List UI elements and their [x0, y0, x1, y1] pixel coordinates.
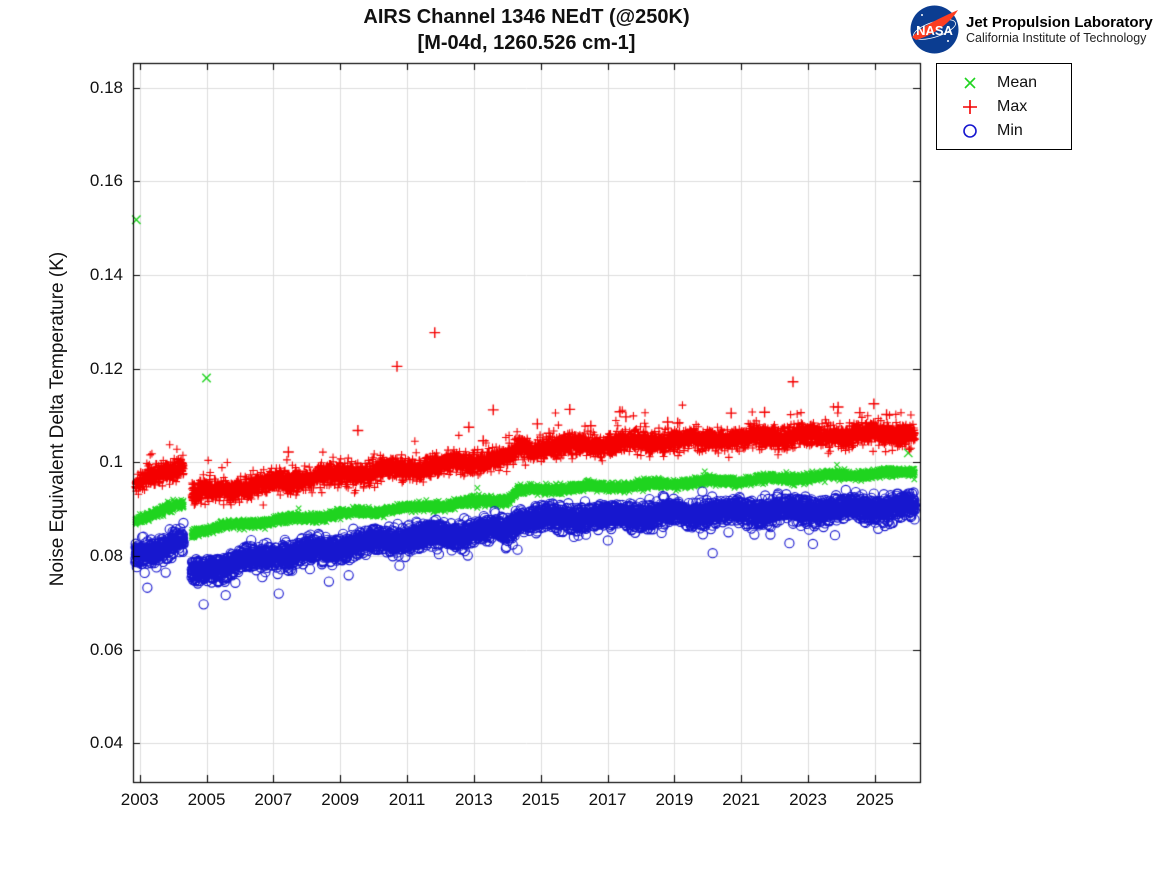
min-marker-icon [960, 121, 980, 141]
mean-marker-icon [960, 73, 980, 93]
chart-title: AIRS Channel 1346 NEdT (@250K) [363, 6, 690, 28]
x-tick-label: 2007 [254, 790, 293, 809]
y-tick-label: 0.08 [89, 545, 123, 565]
y-tick-label: 0.14 [89, 265, 123, 285]
x-tick-label: 2005 [187, 790, 226, 809]
legend-item-min: Min [937, 119, 1071, 143]
x-tick-label: 2023 [789, 790, 827, 809]
y-tick-label: 0.16 [89, 171, 123, 191]
legend-label: Max [997, 98, 1028, 115]
x-tick-label: 2003 [120, 790, 159, 809]
jpl-logo: NASA Jet Propulsion Laboratory Californi… [908, 3, 1153, 56]
y-tick-label: 0.06 [89, 639, 123, 659]
x-tick-label: 2019 [655, 790, 694, 809]
y-tick-label: 0.12 [89, 358, 123, 378]
y-tick-label: 0.18 [89, 77, 123, 97]
legend-item-mean: Mean [937, 71, 1071, 95]
legend-item-max: Max [937, 95, 1071, 119]
max-marker-icon [960, 97, 980, 117]
chart-title-block: AIRS Channel 1346 NEdT (@250K) [M-04d, 1… [133, 4, 920, 56]
jpl-org-subtitle: California Institute of Technology [966, 30, 1147, 45]
y-axis-label: Noise Equivalent Delta Temperature (K) [47, 251, 68, 587]
jpl-org-name: Jet Propulsion Laboratory [966, 13, 1153, 31]
chart-subtitle: [M-04d, 1260.526 cm-1] [417, 32, 636, 54]
legend: Mean Max Min [936, 63, 1072, 150]
jpl-logo-text: Jet Propulsion Laboratory California Ins… [966, 14, 1153, 46]
nasa-meatball-icon: NASA [910, 5, 959, 54]
x-tick-label: 2011 [388, 790, 426, 809]
nasa-text: NASA [916, 23, 953, 38]
x-tick-label: 2021 [722, 790, 761, 809]
legend-label: Min [997, 122, 1023, 139]
y-tick-label: 0.1 [99, 452, 123, 472]
x-tick-label: 2025 [855, 790, 894, 809]
x-tick-label: 2017 [588, 790, 627, 809]
x-tick-label: 2009 [321, 790, 360, 809]
y-tick-label: 0.04 [89, 733, 123, 753]
x-tick-label: 2013 [454, 790, 493, 809]
x-tick-label: 2015 [521, 790, 560, 809]
legend-label: Mean [997, 74, 1038, 91]
